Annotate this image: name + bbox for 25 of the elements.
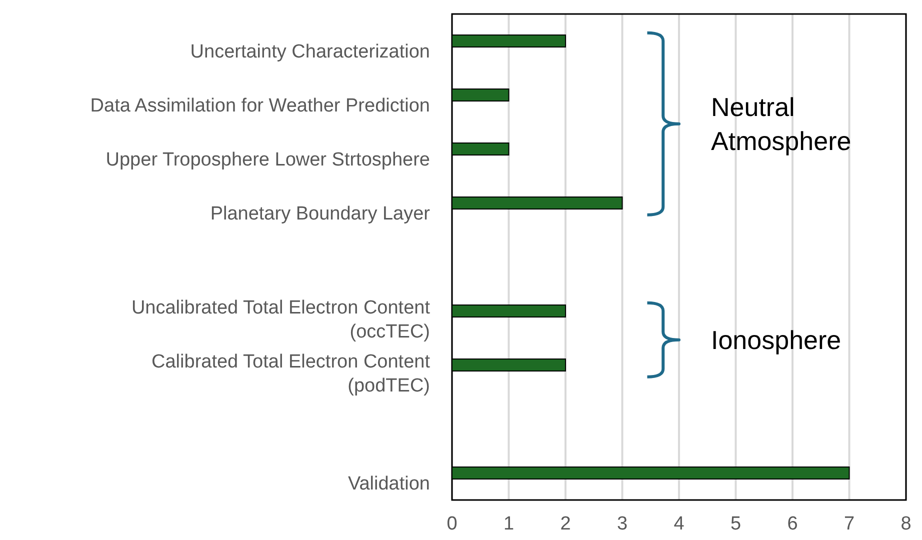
bar bbox=[452, 142, 510, 156]
x-tick-label: 2 bbox=[560, 513, 571, 534]
x-tick-label: 4 bbox=[674, 513, 685, 534]
bar bbox=[452, 358, 566, 372]
x-tick-label: 3 bbox=[616, 513, 628, 534]
bar bbox=[452, 88, 510, 102]
x-tick-label: 6 bbox=[787, 513, 798, 534]
y-tick-label: Calibrated Total Electron Content (podTEC) bbox=[152, 352, 431, 396]
y-tick-label: Data Assimilation for Weather Prediction bbox=[90, 96, 430, 116]
y-tick-label: Planetary Boundary Layer bbox=[210, 204, 431, 224]
x-tick-label: 7 bbox=[844, 513, 855, 534]
x-tick-label: 0 bbox=[446, 513, 458, 534]
bar bbox=[452, 466, 850, 480]
annotation: Neutral Atmosphere bbox=[711, 92, 852, 156]
bar bbox=[452, 196, 623, 210]
y-tick-label: Validation bbox=[348, 474, 430, 494]
y-tick-label: Upper Troposphere Lower Strtosphere bbox=[106, 150, 430, 170]
x-tick-label: 1 bbox=[503, 513, 514, 534]
x-tick-label: 5 bbox=[730, 513, 742, 534]
y-tick-label: Uncalibrated Total Electron Content (occTEC) bbox=[131, 298, 431, 342]
annotation: Ionosphere bbox=[711, 324, 842, 355]
bar bbox=[452, 304, 566, 318]
x-tick-label: 8 bbox=[900, 513, 912, 534]
bar bbox=[452, 34, 566, 48]
y-tick-label: Uncertainty Characterization bbox=[190, 42, 430, 62]
